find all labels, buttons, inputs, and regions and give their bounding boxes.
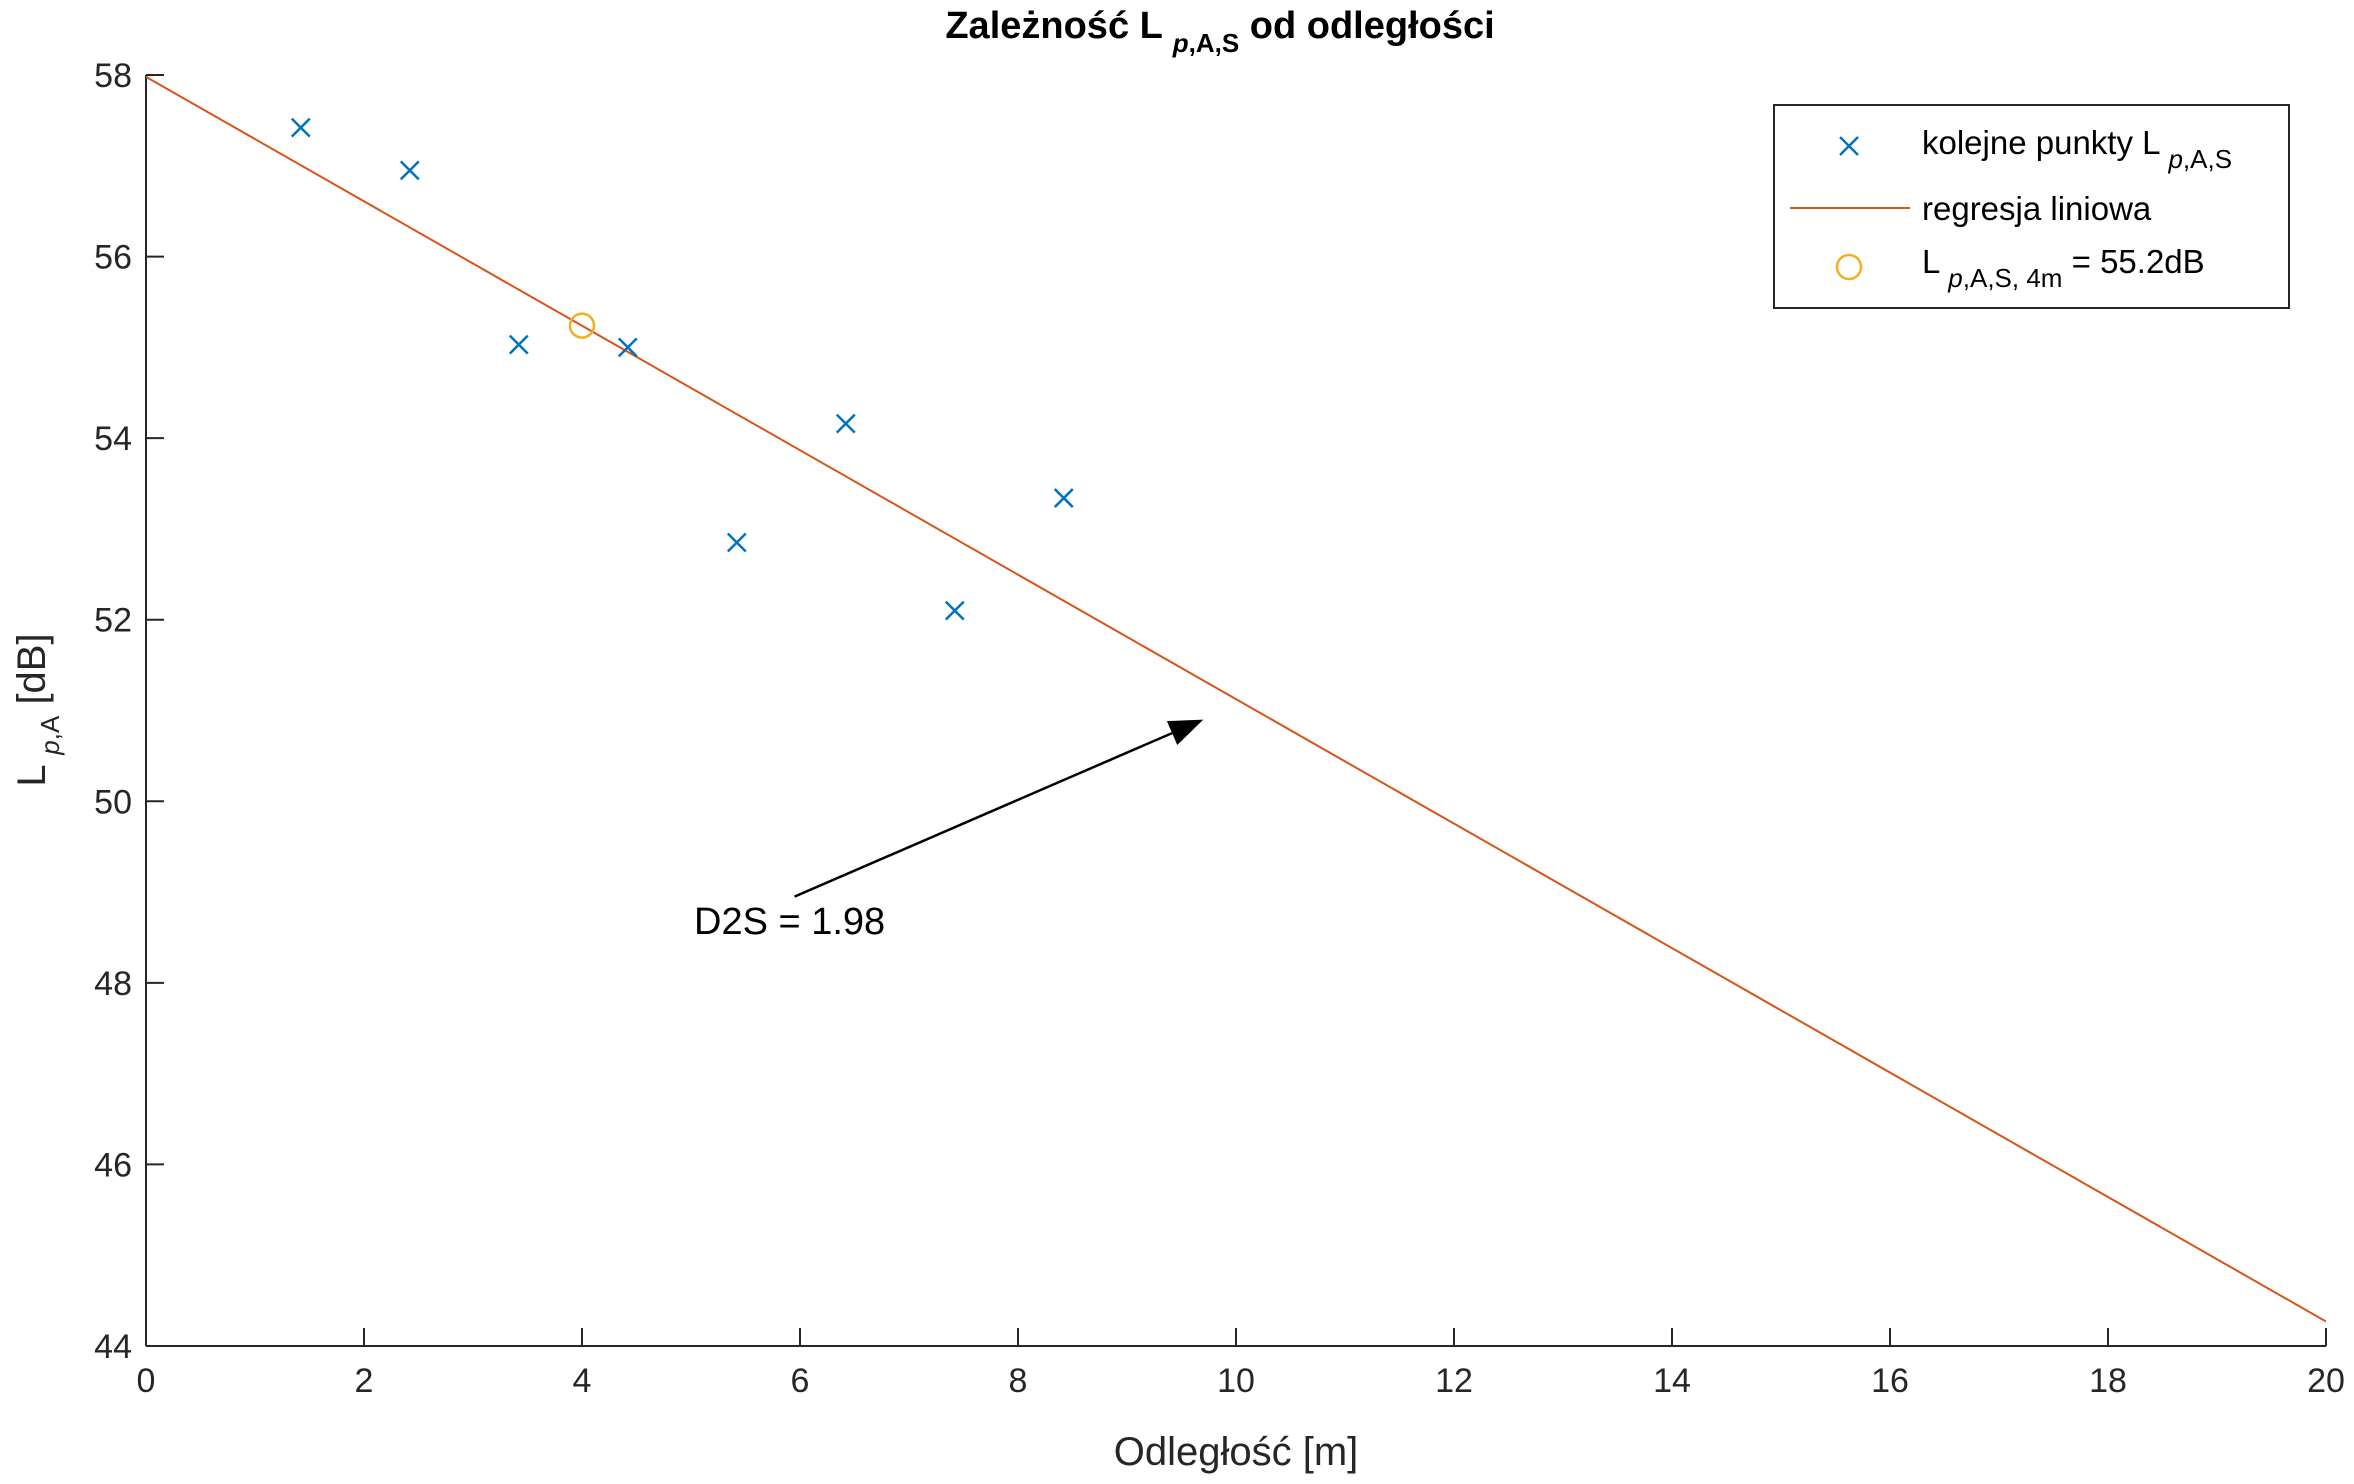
legend-label-points: kolejne punkty L p,A,S (1922, 124, 2232, 174)
data-point-x-marker (399, 160, 420, 181)
y-axis-title: L p,A [dB] (10, 633, 65, 786)
x-axis-title: Odległość [m] (1114, 1430, 1359, 1474)
y-tick-label: 56 (94, 239, 132, 277)
y-tick-label: 58 (94, 57, 132, 95)
data-point-x-marker (944, 600, 965, 621)
x-tick-label: 2 (355, 1362, 374, 1400)
data-point-x-marker (1053, 488, 1074, 508)
data-point-4m-marker (568, 312, 596, 339)
x-tick-label: 8 (1009, 1362, 1028, 1400)
regression-line (146, 75, 2326, 1323)
data-point-x-marker (617, 337, 638, 358)
y-tick-label: 54 (94, 420, 132, 458)
y-tick-label: 48 (94, 965, 132, 1003)
legend-marker-4m (1835, 253, 1863, 281)
y-tick-label: 50 (94, 783, 132, 821)
y-tick-label: 46 (94, 1146, 132, 1184)
annotation-arrow-line (794, 731, 1173, 898)
legend: kolejne punkty L p,A,S regresja liniowa … (1773, 104, 2290, 309)
x-tick-label: 18 (2089, 1362, 2127, 1400)
data-point-x-marker (290, 117, 311, 138)
measurement-points-series (290, 117, 1074, 621)
regression-line-series (146, 75, 2326, 1323)
x-tick-label: 10 (1217, 1362, 1255, 1400)
point-4m-series (568, 312, 596, 339)
x-tick-label: 6 (791, 1362, 810, 1400)
y-tick-label: 52 (94, 602, 132, 640)
legend-label-4m: L p,A,S, 4m = 55.2dB (1922, 243, 2205, 293)
x-tick-label: 12 (1435, 1362, 1473, 1400)
x-tick-label: 0 (137, 1362, 156, 1400)
legend-label-regression: regresja liniowa (1922, 190, 2152, 227)
data-point-x-marker (835, 413, 856, 434)
x-ticks: 0 2 4 6 8 10 12 14 16 18 20 (137, 1328, 2345, 1400)
y-ticks: 44 46 48 50 52 54 56 58 (94, 57, 164, 1366)
x-tick-label: 16 (1871, 1362, 1909, 1400)
plot-area (146, 75, 2326, 1323)
x-tick-label: 14 (1653, 1362, 1691, 1400)
annotation-arrow-head (1166, 719, 1204, 746)
x-tick-label: 4 (573, 1362, 592, 1400)
chart-title: Zależność L p,A,S od odległości (945, 5, 1494, 58)
data-point-x-marker (508, 334, 529, 355)
x-tick-label: 20 (2307, 1362, 2345, 1400)
legend-marker-points (1839, 136, 1859, 156)
y-tick-label: 44 (94, 1328, 132, 1366)
data-point-x-marker (726, 532, 747, 553)
d2s-annotation: D2S = 1.98 (694, 719, 1204, 943)
annotation-label: D2S = 1.98 (694, 901, 885, 943)
